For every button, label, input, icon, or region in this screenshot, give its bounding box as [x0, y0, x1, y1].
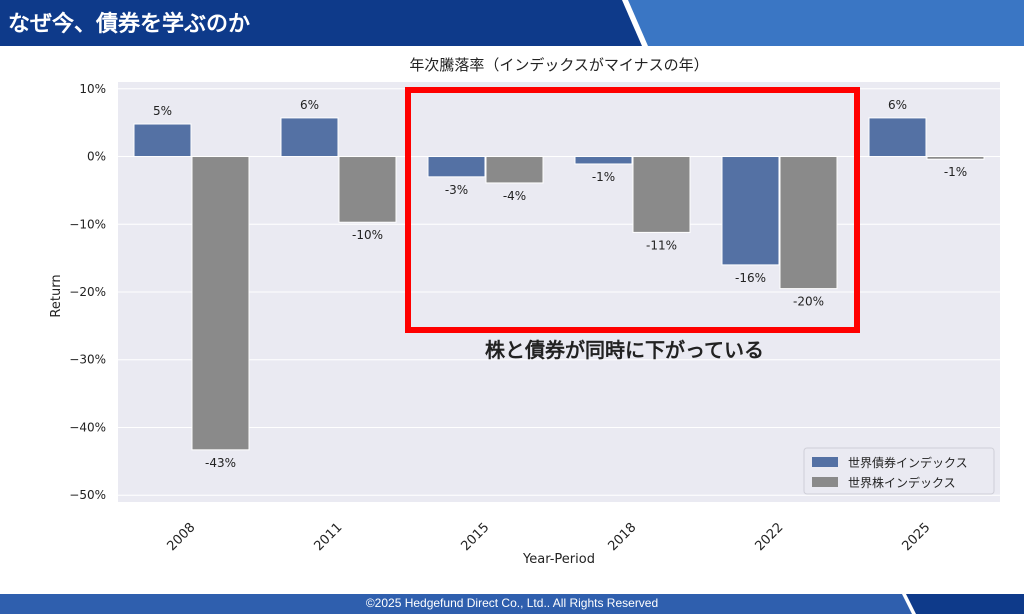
bar-bond: [868, 117, 927, 158]
data-label: -4%: [503, 189, 526, 203]
x-axis-label: Year-Period: [522, 552, 595, 567]
bar-bond: [280, 117, 339, 158]
bar-stock: [191, 156, 250, 451]
bar-bond: [721, 156, 780, 266]
y-tick-label: 0%: [87, 150, 106, 164]
data-label: 6%: [300, 98, 319, 112]
x-tick-label: 2022: [752, 520, 786, 554]
bar-stock: [485, 156, 544, 184]
x-tick-label: 2025: [899, 520, 933, 554]
chart-title: 年次騰落率（インデックスがマイナスの年）: [409, 56, 708, 74]
data-label: -10%: [352, 228, 383, 242]
data-label: -11%: [646, 238, 677, 252]
bar-stock: [779, 156, 838, 290]
y-axis-label: Return: [49, 274, 64, 317]
legend-label: 世界債券インデックス: [848, 455, 968, 470]
header-background: [0, 0, 1024, 46]
data-label: -20%: [793, 295, 824, 309]
legend-label: 世界株インデックス: [848, 475, 956, 490]
data-label: 6%: [888, 98, 907, 112]
x-tick-label: 2015: [458, 520, 492, 554]
y-tick-label: 10%: [79, 82, 106, 96]
legend-box: [803, 447, 995, 495]
y-tick-label: −20%: [69, 285, 106, 299]
y-tick-label: −40%: [69, 420, 106, 434]
page-title: なぜ今、債券を学ぶのか: [8, 12, 251, 37]
bar-chart: 10% 0% −10% −20% −30% −40% −50% 年次騰落率（インデックスがマイ…: [49, 56, 1000, 567]
bar-bond: [427, 156, 486, 178]
annotation-text: 株と債券が同時に下がっている: [485, 338, 764, 362]
x-tick-label: 2018: [605, 520, 639, 554]
footer-background: [0, 594, 1024, 614]
legend-swatch-bond: [812, 457, 838, 467]
x-tick-label: 2011: [311, 520, 345, 554]
data-label: -1%: [944, 165, 967, 179]
data-label: -43%: [205, 456, 236, 470]
x-tick-label: 2008: [164, 520, 198, 554]
highlight-box: [405, 87, 860, 333]
y-tick-label: −30%: [69, 353, 106, 367]
data-label: 5%: [153, 104, 172, 118]
header-bar: なぜ今、債券を学ぶのか: [0, 0, 1024, 46]
data-label: -3%: [445, 183, 468, 197]
data-label: -1%: [592, 170, 615, 184]
data-label: -16%: [735, 271, 766, 285]
bar-stock: [926, 156, 985, 160]
footer-bar: ©2025 Hedgefund Direct Co., Ltd.. All Ri…: [0, 594, 1024, 614]
bar-bond: [574, 156, 633, 165]
legend-swatch-stock: [812, 477, 838, 487]
bar-bond: [133, 123, 192, 158]
copyright-text: ©2025 Hedgefund Direct Co., Ltd.. All Ri…: [365, 596, 659, 610]
y-tick-label: −10%: [69, 217, 106, 231]
bar-stock: [632, 156, 691, 233]
bar-stock: [338, 156, 397, 223]
y-tick-label: −50%: [69, 488, 106, 502]
